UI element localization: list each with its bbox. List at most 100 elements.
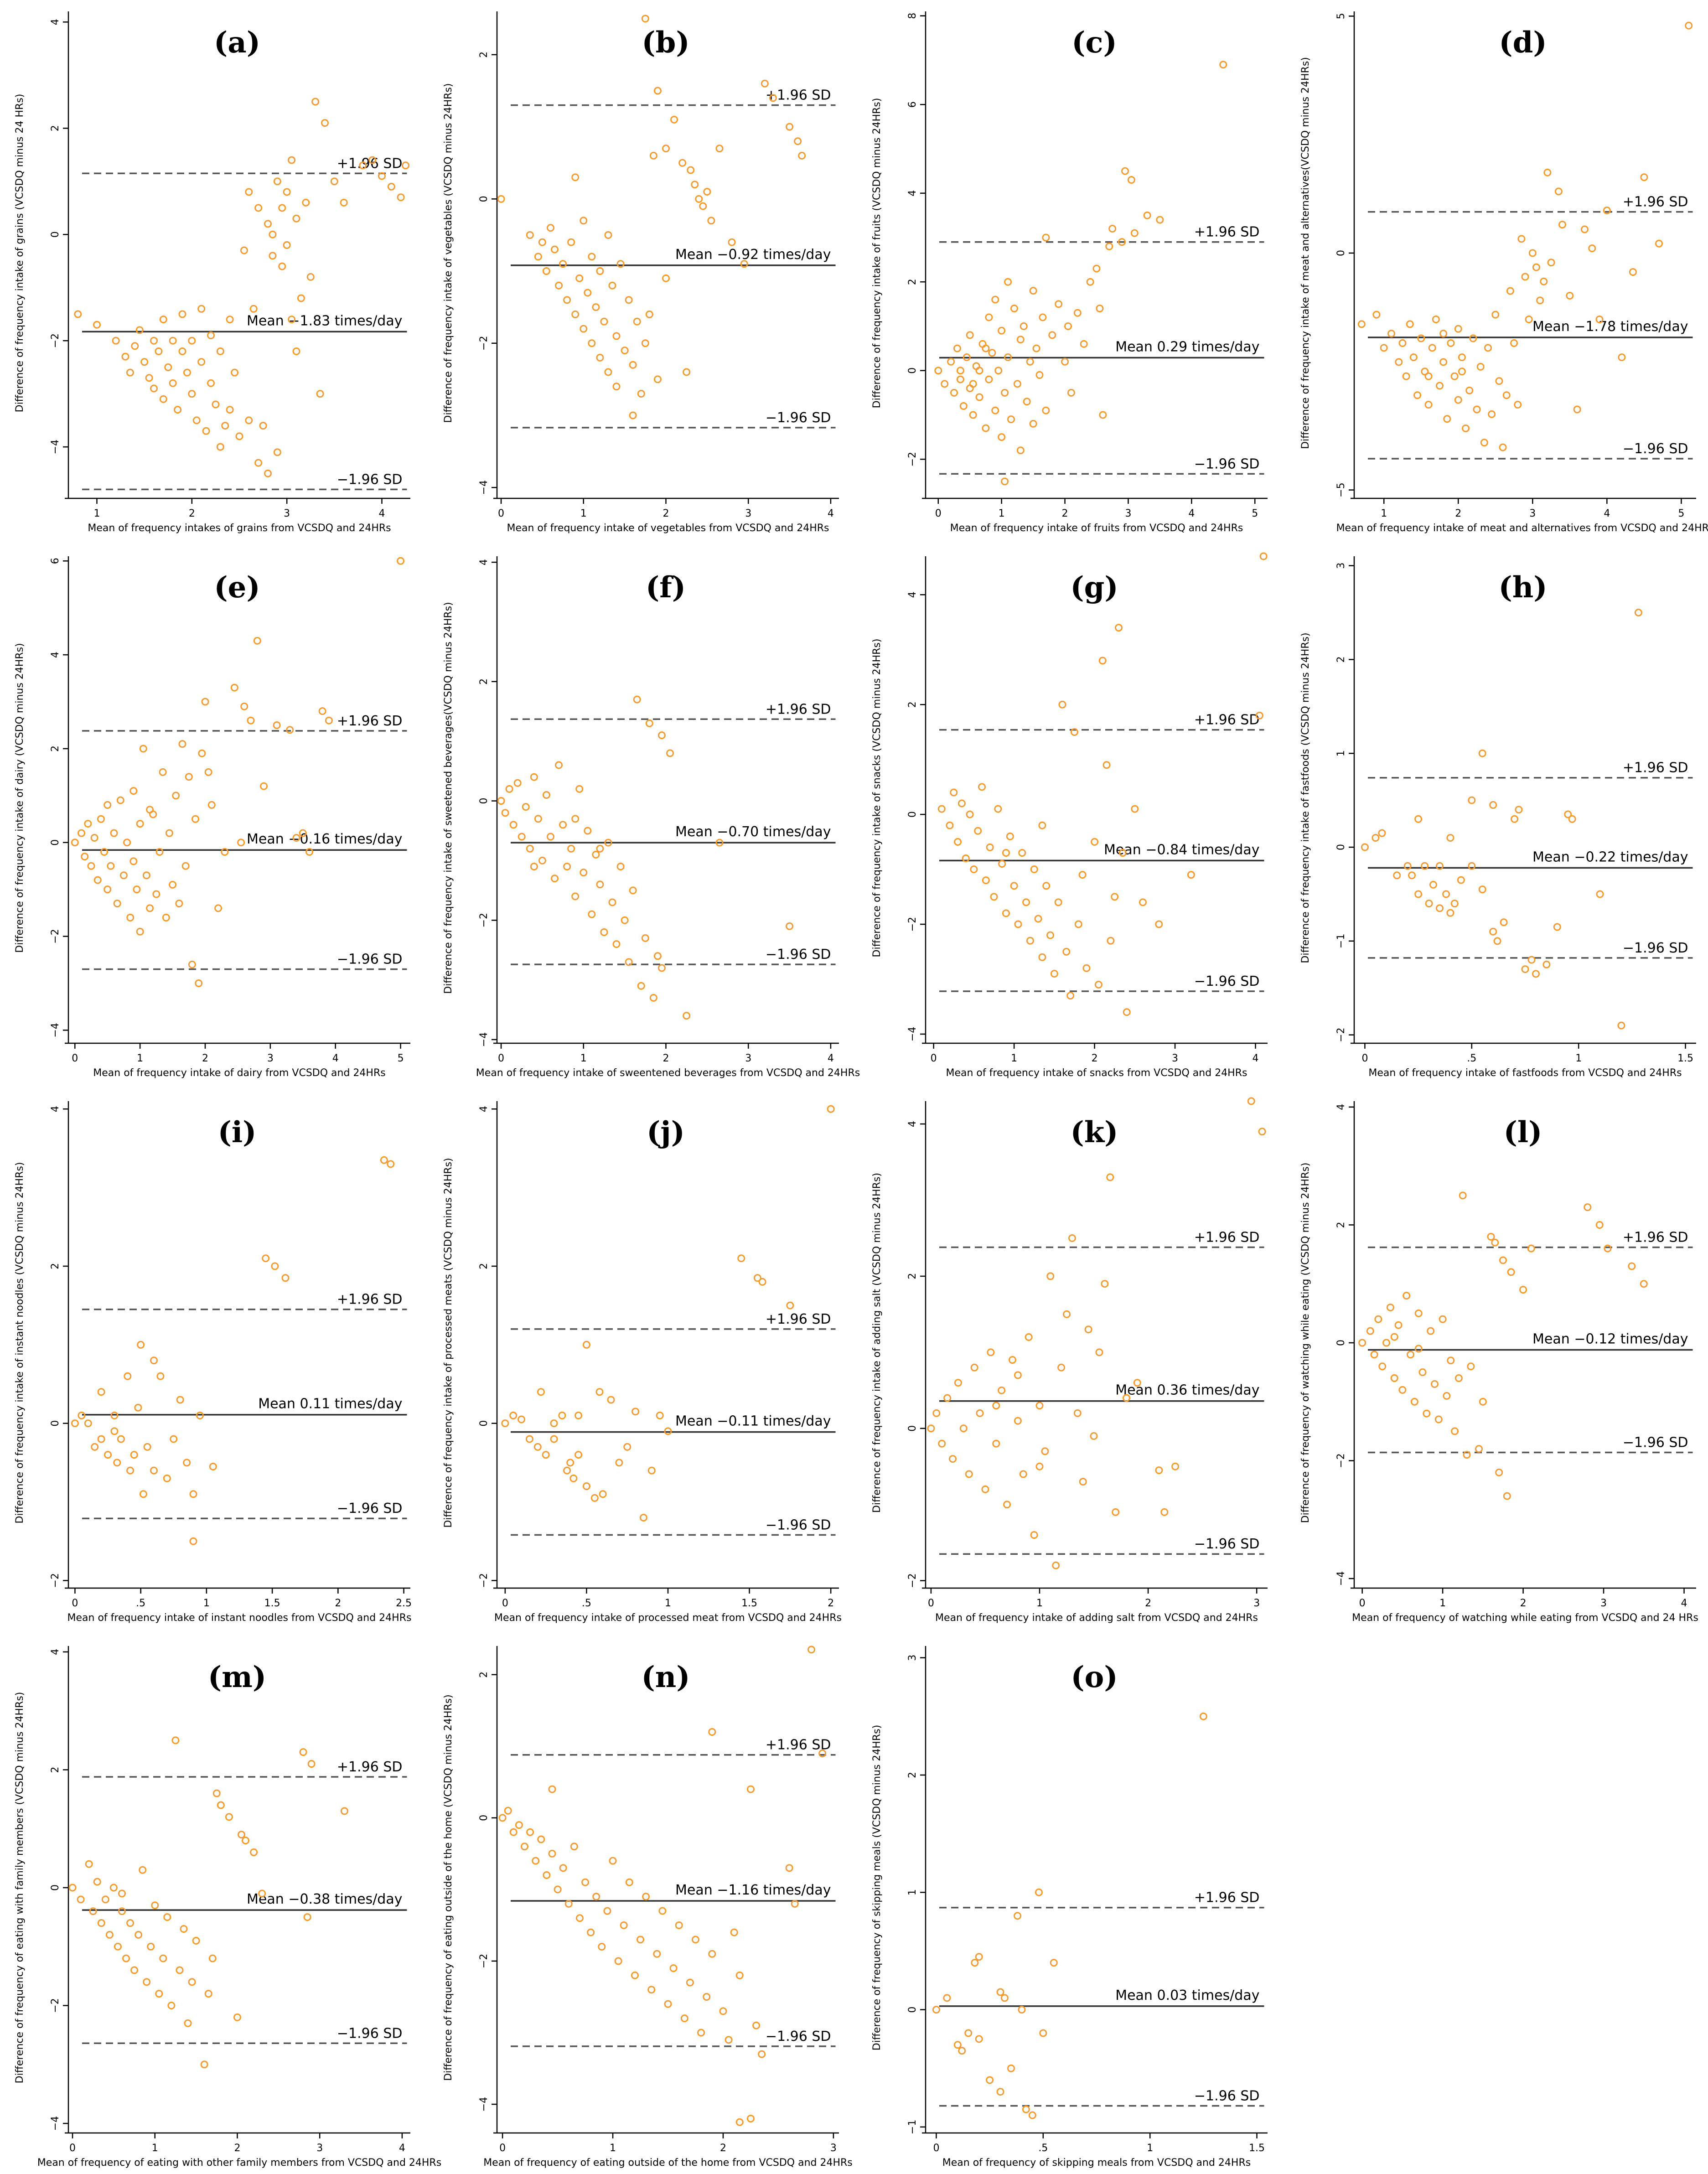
data-point: [159, 395, 167, 403]
data-point: [534, 253, 542, 261]
data-point: [1014, 920, 1022, 928]
data-point: [110, 1427, 119, 1435]
data-point: [785, 1864, 793, 1872]
data-point: [953, 344, 961, 352]
data-point: [937, 805, 946, 813]
data-point: [620, 1921, 628, 1929]
data-point: [1540, 277, 1548, 285]
data-point: [567, 844, 575, 853]
data-point: [184, 2019, 192, 2027]
data-point: [1131, 805, 1139, 813]
data-point: [604, 231, 612, 239]
x-axis-label: Mean of frequency intake of adding salt …: [935, 1612, 1258, 1624]
data-point: [1402, 372, 1410, 380]
data-point: [725, 2036, 733, 2044]
data-point: [1439, 1315, 1447, 1323]
data-point: [1655, 239, 1663, 248]
data-point: [183, 368, 191, 377]
data-point: [292, 214, 300, 223]
data-point: [1003, 1501, 1011, 1509]
y-tick-label: 1: [907, 1889, 918, 1895]
mean-label: Mean −0.16 times/day: [247, 831, 402, 847]
data-point: [71, 839, 79, 847]
x-tick-label: 0: [499, 2143, 506, 2154]
data-point: [136, 820, 144, 828]
data-point: [534, 815, 542, 823]
data-point: [991, 406, 999, 414]
mean-label: Mean −0.84 times/day: [1104, 842, 1259, 858]
data-point: [1378, 1362, 1387, 1371]
data-point: [1409, 353, 1418, 362]
data-point: [204, 768, 212, 776]
lower-sd-label: −1.96 SD: [1623, 940, 1688, 956]
data-point: [93, 1878, 101, 1886]
data-point: [1042, 406, 1050, 414]
x-tick-label: 0: [69, 2143, 76, 2154]
data-point: [1067, 388, 1075, 397]
panel-d: 1 2 3 4 5 −5 0 5 Mean of frequency intake of mea…: [1300, 11, 1708, 534]
data-point: [1573, 405, 1581, 414]
data-point: [1491, 311, 1500, 319]
data-point: [258, 1889, 266, 1898]
data-point: [1447, 339, 1455, 347]
data-point: [988, 349, 996, 357]
data-point: [262, 1254, 270, 1263]
x-axis-label: Mean of frequency intake of processed me…: [494, 1612, 842, 1624]
data-point: [1106, 1173, 1114, 1181]
data-point: [81, 853, 89, 861]
data-point: [1038, 953, 1046, 961]
x-tick-label: 3: [1600, 1598, 1607, 1609]
data-point: [550, 1435, 558, 1443]
data-point: [1130, 229, 1139, 237]
data-point: [982, 424, 990, 432]
data-point: [1450, 372, 1459, 380]
data-point: [1155, 920, 1163, 928]
data-point: [927, 1424, 935, 1433]
data-point: [564, 1900, 573, 1908]
data-point: [145, 374, 153, 382]
y-axis-label: Difference of frequency intake of fastfo…: [1300, 632, 1311, 963]
data-point: [950, 788, 958, 797]
panel-c: 0 1 2 3 4 5 −2 0 2 4 6 8 Mean of frequency intake of…: [871, 11, 1268, 534]
data-point: [171, 1736, 180, 1744]
data-point: [311, 98, 320, 106]
data-point: [563, 1466, 571, 1475]
data-point: [1378, 829, 1386, 837]
data-point: [1111, 893, 1119, 901]
data-point: [249, 305, 258, 313]
x-tick-label: 1: [1147, 2143, 1153, 2154]
data-point: [974, 827, 982, 835]
x-tick-label: 1: [999, 508, 1005, 519]
lower-sd-label: −1.96 SD: [1194, 2088, 1260, 2104]
x-axis-label: Mean of frequency intake of fastfoods fr…: [1368, 1067, 1682, 1079]
data-point: [1532, 263, 1540, 271]
data-point: [124, 1372, 132, 1380]
data-point: [719, 2007, 727, 2015]
data-point: [126, 1466, 135, 1475]
data-point: [278, 204, 286, 212]
y-tick-label: −1: [1335, 934, 1347, 948]
data-point: [260, 782, 268, 790]
data-point: [321, 119, 329, 127]
data-point: [340, 1807, 348, 1815]
data-point: [112, 336, 120, 345]
data-point: [526, 844, 534, 853]
data-point: [970, 1363, 978, 1372]
data-point: [1063, 1310, 1071, 1318]
data-point: [1390, 1374, 1398, 1382]
y-tick-label: −2: [478, 1954, 490, 1968]
data-point: [1107, 937, 1115, 945]
data-point: [1010, 882, 1018, 890]
data-point: [637, 390, 645, 398]
data-point: [1171, 1462, 1180, 1470]
data-point: [1066, 992, 1075, 1000]
data-point: [1046, 1272, 1055, 1280]
data-point: [703, 188, 711, 196]
data-point: [245, 188, 253, 196]
data-point: [607, 1396, 615, 1404]
data-point: [963, 353, 971, 362]
data-point: [104, 1451, 112, 1459]
data-point: [525, 1435, 533, 1443]
y-tick-label: 2: [1335, 1222, 1347, 1228]
